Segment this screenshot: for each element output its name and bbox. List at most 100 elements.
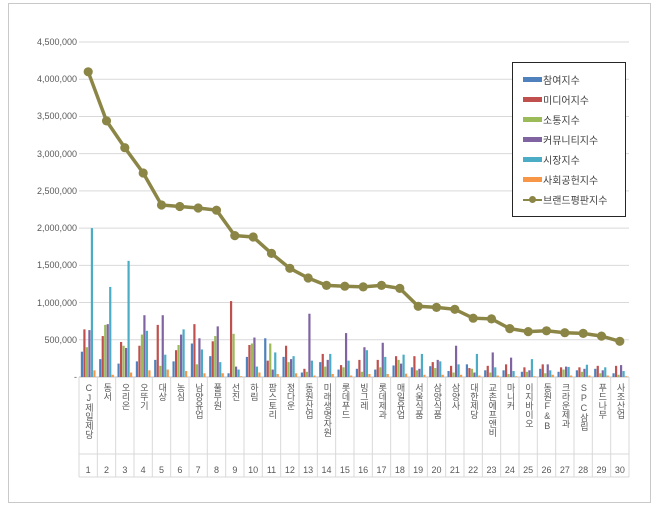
- bar-소통지수: [342, 367, 345, 377]
- line-marker: [248, 232, 258, 242]
- bar-소통지수: [250, 343, 254, 377]
- bar-커뮤니티지수: [509, 357, 513, 377]
- line-marker: [560, 328, 570, 338]
- bar-소통지수: [305, 371, 309, 377]
- line-marker: [596, 331, 607, 341]
- bar-참여지수: [99, 359, 102, 377]
- line-marker: [193, 203, 203, 213]
- legend-item: 시장지수: [523, 152, 625, 167]
- bar-커뮤니티지수: [326, 359, 329, 377]
- bar-참여지수: [282, 356, 285, 377]
- bar-시장지수: [310, 360, 314, 377]
- line-marker: [266, 248, 277, 258]
- bar-미디어지수: [431, 362, 434, 377]
- category-label: 미래생명자원: [322, 383, 333, 437]
- bar-사회공헌지수: [441, 374, 444, 377]
- category-label: 동원산업: [303, 383, 314, 419]
- bar-미디어지수: [229, 301, 233, 377]
- category-label: 농심: [175, 383, 186, 401]
- category-label: 빙그레: [358, 383, 369, 410]
- bar-소통지수: [360, 371, 364, 377]
- bar-커뮤니티지수: [491, 352, 494, 377]
- bar-시장지수: [145, 330, 149, 377]
- bar-사회공헌지수: [203, 373, 206, 377]
- bar-커뮤니티지수: [234, 366, 238, 377]
- bar-사회공헌지수: [111, 374, 114, 377]
- bar-커뮤니티지수: [363, 347, 366, 377]
- y-tick-label: 3,500,000: [36, 111, 77, 122]
- rank-number: 1: [85, 465, 91, 475]
- bar-소통지수: [140, 334, 144, 377]
- bar-미디어지수: [559, 367, 563, 377]
- bar-커뮤니티지수: [473, 372, 476, 377]
- rank-number: 19: [413, 465, 424, 475]
- bar-미디어지수: [83, 329, 86, 377]
- rank-number: 28: [578, 465, 589, 475]
- category-label: 사조산업: [615, 383, 626, 419]
- bar-참여지수: [190, 343, 194, 377]
- bar-시장지수: [109, 286, 112, 377]
- bar-미디어지수: [523, 367, 526, 377]
- rank-number: 7: [195, 465, 201, 475]
- rank-number: 8: [213, 465, 219, 475]
- line-marker: [340, 281, 350, 291]
- bar-커뮤니티지수: [179, 334, 183, 377]
- line-marker: [468, 313, 478, 323]
- bar-시장지수: [530, 359, 534, 377]
- line-marker: [156, 200, 167, 210]
- category-label: 팜스토리: [267, 383, 278, 419]
- bar-참여지수: [80, 351, 84, 377]
- bar-커뮤니티지수: [601, 370, 604, 377]
- bar-시장지수: [200, 349, 204, 377]
- bar-소통지수: [580, 371, 584, 377]
- category-label: 푸드나무: [597, 383, 608, 419]
- legend-swatch-icon: [523, 156, 542, 162]
- line-marker: [450, 304, 460, 314]
- bar-소통지수: [232, 333, 235, 377]
- bar-시장지수: [420, 353, 424, 377]
- line-marker: [120, 143, 130, 153]
- bar-시장지수: [182, 329, 185, 377]
- bar-소통지수: [397, 359, 400, 377]
- bar-사회공헌지수: [423, 374, 426, 377]
- rank-number: 11: [266, 465, 277, 475]
- bar-미디어지수: [266, 360, 269, 377]
- bar-사회공헌지수: [404, 373, 408, 377]
- bar-참여지수: [117, 363, 120, 377]
- bar-커뮤니티지수: [546, 364, 549, 377]
- y-tick-label: 1,500,000: [36, 260, 77, 271]
- rank-number: 25: [523, 465, 534, 475]
- bar-참여지수: [612, 373, 615, 377]
- bar-사회공헌지수: [331, 374, 334, 377]
- bar-소통지수: [195, 364, 199, 377]
- bar-커뮤니티지수: [216, 326, 219, 377]
- category-label: 롯데푸드: [340, 383, 351, 419]
- bar-미디어지수: [541, 364, 544, 377]
- line-marker: [395, 283, 405, 293]
- bar-사회공헌지수: [624, 376, 628, 377]
- line-marker: [431, 302, 442, 312]
- bar-시장지수: [237, 369, 240, 377]
- bar-커뮤니티지수: [106, 324, 109, 377]
- y-tick-label: 1,000,000: [36, 297, 77, 308]
- bar-사회공헌지수: [386, 374, 389, 377]
- bar-시장지수: [329, 353, 332, 377]
- bar-미디어지수: [119, 342, 123, 377]
- bar-참여지수: [447, 371, 450, 377]
- legend-line-marker-icon: [523, 195, 542, 203]
- legend-item: 미디어지수: [523, 93, 625, 107]
- category-label: 풀무원: [212, 383, 223, 410]
- bar-참여지수: [575, 370, 579, 377]
- rank-number: 12: [284, 465, 295, 475]
- chart-frame: - 500,000 1,000,000 1,500,000 2,000,000 2,500…: [8, 3, 651, 503]
- line-marker: [211, 205, 222, 215]
- bar-참여지수: [355, 368, 359, 377]
- line-marker: [321, 280, 332, 290]
- bar-사회공헌지수: [258, 372, 261, 377]
- legend-item: 참여지수: [523, 73, 625, 87]
- y-tick-label: 3,000,000: [36, 148, 77, 159]
- category-label: 교촌에프앤비: [487, 383, 498, 437]
- bar-커뮤니티지수: [344, 333, 348, 377]
- legend-item: 사회공헌지수: [523, 172, 625, 187]
- rank-number: 17: [376, 465, 387, 475]
